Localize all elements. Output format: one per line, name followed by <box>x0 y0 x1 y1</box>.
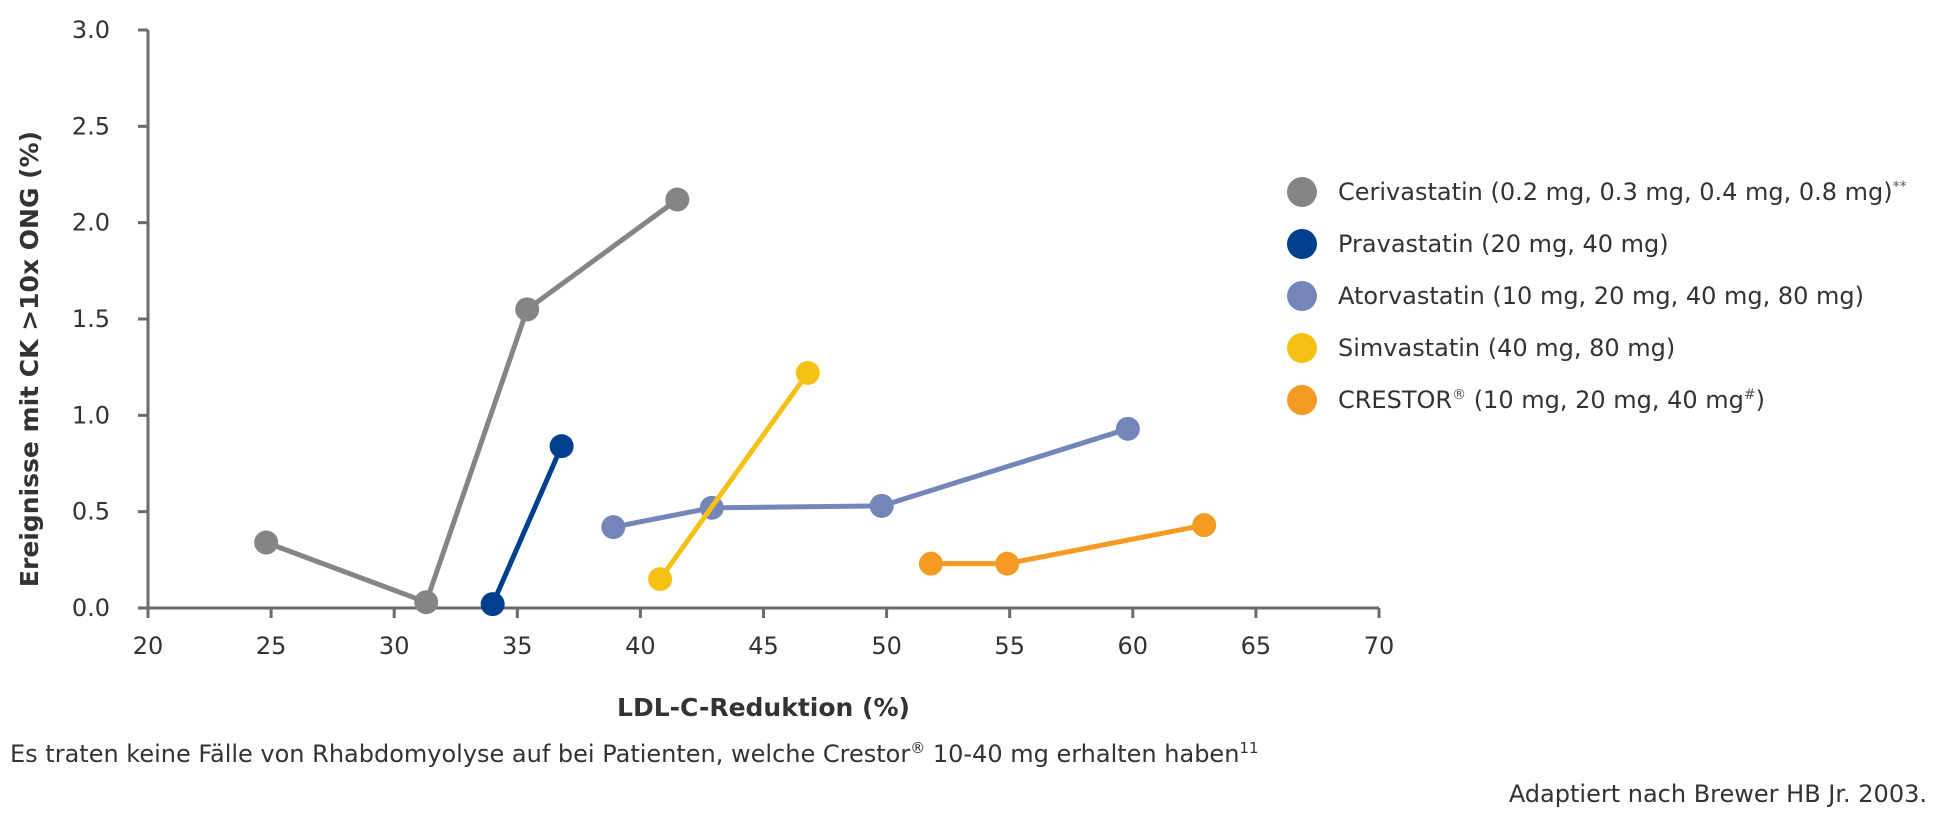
series-0 <box>254 187 690 615</box>
legend-item: Pravastatin (20 mg, 40 mg) <box>1287 229 1669 259</box>
x-tick-label: 35 <box>502 632 533 660</box>
series-line <box>657 370 811 582</box>
legend-label-part: ® <box>1452 387 1466 403</box>
x-tick-label: 50 <box>871 632 902 660</box>
legend-label-part: ) <box>1756 386 1765 414</box>
data-point <box>549 434 574 459</box>
footnote-sup-1: ® <box>910 739 926 757</box>
legend-label: Atorvastatin (10 mg, 20 mg, 40 mg, 80 mg… <box>1338 282 1864 310</box>
source-citation: Adaptiert nach Brewer HB Jr. 2003. <box>1508 780 1927 808</box>
legend-label: CRESTOR® (10 mg, 20 mg, 40 mg#) <box>1338 386 1765 414</box>
data-point <box>665 187 690 212</box>
y-axis-title: Ereignisse mit CK >10x ONG (%) <box>15 131 44 587</box>
legend-item: Cerivastatin (0.2 mg, 0.3 mg, 0.4 mg, 0.… <box>1287 177 1907 207</box>
data-point <box>795 360 820 385</box>
series-2 <box>601 416 1140 540</box>
x-tick-label: 55 <box>994 632 1025 660</box>
x-tick-label: 65 <box>1241 632 1272 660</box>
y-tick-label: 0.0 <box>72 594 110 622</box>
y-tick-label: 2.0 <box>72 209 110 237</box>
x-tick-label: 30 <box>379 632 410 660</box>
y-tick-label: 1.5 <box>72 305 110 333</box>
series-4 <box>918 513 1217 576</box>
x-tick-label: 70 <box>1364 632 1395 660</box>
legend-label-text: Simvastatin (40 mg, 80 mg) <box>1338 334 1675 362</box>
legend-item: Simvastatin (40 mg, 80 mg) <box>1287 333 1675 363</box>
legend-item: Atorvastatin (10 mg, 20 mg, 40 mg, 80 mg… <box>1287 281 1864 311</box>
legend-label-sup: ** <box>1893 179 1907 195</box>
data-point <box>480 592 505 617</box>
series-1 <box>480 434 574 617</box>
legend-label-part: # <box>1744 387 1756 403</box>
legend-item: CRESTOR® (10 mg, 20 mg, 40 mg#) <box>1287 385 1765 415</box>
footnote-text-1: Es traten keine Fälle von Rhabdomyolyse … <box>10 740 911 768</box>
x-tick-label: 45 <box>748 632 779 660</box>
legend-label-text: Atorvastatin (10 mg, 20 mg, 40 mg, 80 mg… <box>1338 282 1864 310</box>
footnote-text-2: 10-40 mg erhalten haben <box>925 740 1240 768</box>
x-tick-label: 60 <box>1118 632 1149 660</box>
x-tick-label: 40 <box>625 632 656 660</box>
legend-marker <box>1287 385 1317 415</box>
y-tick-label: 3.0 <box>72 16 110 44</box>
x-axis-title: LDL-C-Reduktion (%) <box>617 693 910 722</box>
data-point <box>1192 513 1217 538</box>
footnote-sup-2: 11 <box>1239 739 1259 757</box>
series-3 <box>648 360 820 592</box>
legend-label: Cerivastatin (0.2 mg, 0.3 mg, 0.4 mg, 0.… <box>1338 178 1907 206</box>
data-point <box>918 551 943 576</box>
data-point <box>1115 416 1140 441</box>
data-point <box>254 530 279 555</box>
legend-label: Pravastatin (20 mg, 40 mg) <box>1338 230 1669 258</box>
series-line <box>610 426 1131 530</box>
chart-axes: 20 25 30 35 40 45 50 55 60 65 70 0.0 0.5 1.0 1.5 2.0 2.5… <box>15 16 1394 722</box>
series-line <box>490 443 565 607</box>
data-point <box>515 297 540 322</box>
chart-legend: Cerivastatin (0.2 mg, 0.3 mg, 0.4 mg, 0.… <box>1287 177 1907 415</box>
data-point <box>601 515 626 540</box>
chart: 20 25 30 35 40 45 50 55 60 65 70 0.0 0.5 1.0 1.5 2.0 2.5… <box>15 16 1907 722</box>
x-tick-label: 20 <box>133 632 164 660</box>
y-tick-label: 1.0 <box>72 401 110 429</box>
legend-marker <box>1287 229 1317 259</box>
data-point <box>995 551 1020 576</box>
legend-marker <box>1287 333 1317 363</box>
chart-series <box>254 187 1217 617</box>
legend-label-text: Pravastatin (20 mg, 40 mg) <box>1338 230 1669 258</box>
y-tick-label: 2.5 <box>72 112 110 140</box>
legend-label-part: CRESTOR <box>1338 386 1452 414</box>
legend-label: Simvastatin (40 mg, 80 mg) <box>1338 334 1675 362</box>
data-point <box>869 493 894 518</box>
data-point <box>648 567 673 592</box>
y-tick-label: 0.5 <box>72 498 110 526</box>
x-tick-label: 25 <box>256 632 287 660</box>
legend-marker <box>1287 177 1317 207</box>
footnote: Es traten keine Fälle von Rhabdomyolyse … <box>10 740 1259 768</box>
series-line <box>928 522 1207 567</box>
legend-label-part: (10 mg, 20 mg, 40 mg <box>1466 386 1744 414</box>
data-point <box>414 590 439 615</box>
legend-marker <box>1287 281 1317 311</box>
legend-label-text: Cerivastatin (0.2 mg, 0.3 mg, 0.4 mg, 0.… <box>1338 178 1893 206</box>
series-line <box>263 197 680 605</box>
